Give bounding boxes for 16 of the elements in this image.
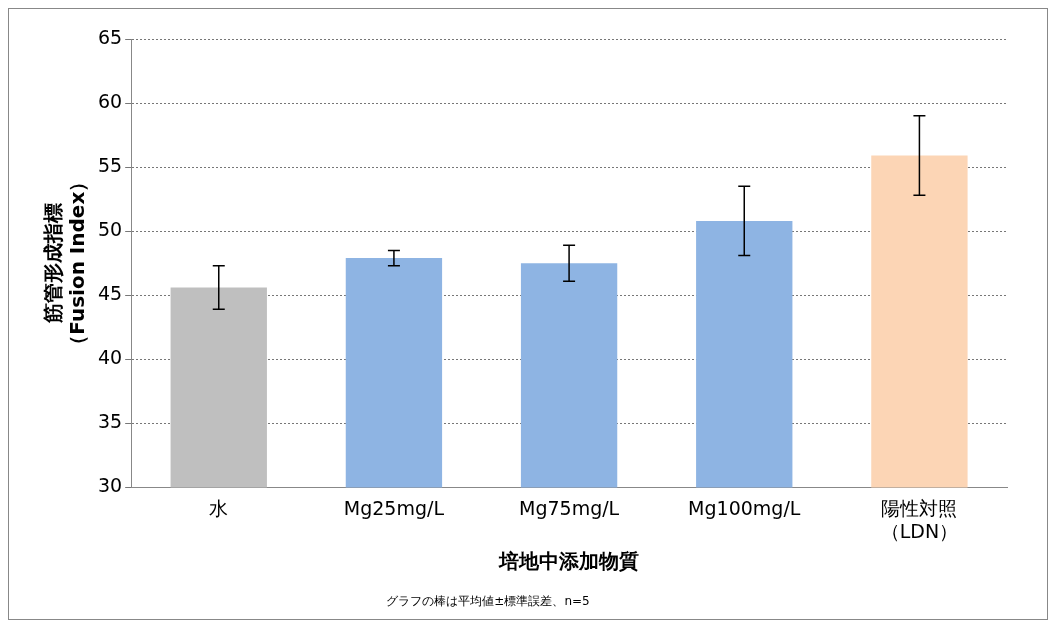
y-tick-label: 35: [97, 410, 123, 433]
x-axis-title: 培地中添加物質: [498, 549, 640, 574]
y-tick-label: 40: [97, 346, 123, 369]
x-tick-label: Mg25mg/L: [343, 496, 445, 519]
x-tick-label: Mg100mg/L: [688, 496, 801, 519]
y-tick-label: 50: [97, 218, 123, 241]
y-tick-label: 30: [97, 474, 123, 497]
y-tick-label: 45: [97, 282, 123, 305]
y-tick-label: 55: [97, 154, 123, 177]
y-axis-title: 筋管形成指標（Fusion Index）: [41, 171, 90, 355]
x-tick-label: 水: [209, 496, 229, 519]
y-tick-label: 65: [97, 25, 123, 48]
y-tick-label: 60: [97, 89, 123, 112]
text: グラフの棒は平均値±標準誤差、n=5: [386, 594, 590, 608]
x-tick-label: Mg75mg/L: [518, 496, 620, 519]
x-tick-label: 陽性対照（LDN）: [880, 496, 959, 542]
